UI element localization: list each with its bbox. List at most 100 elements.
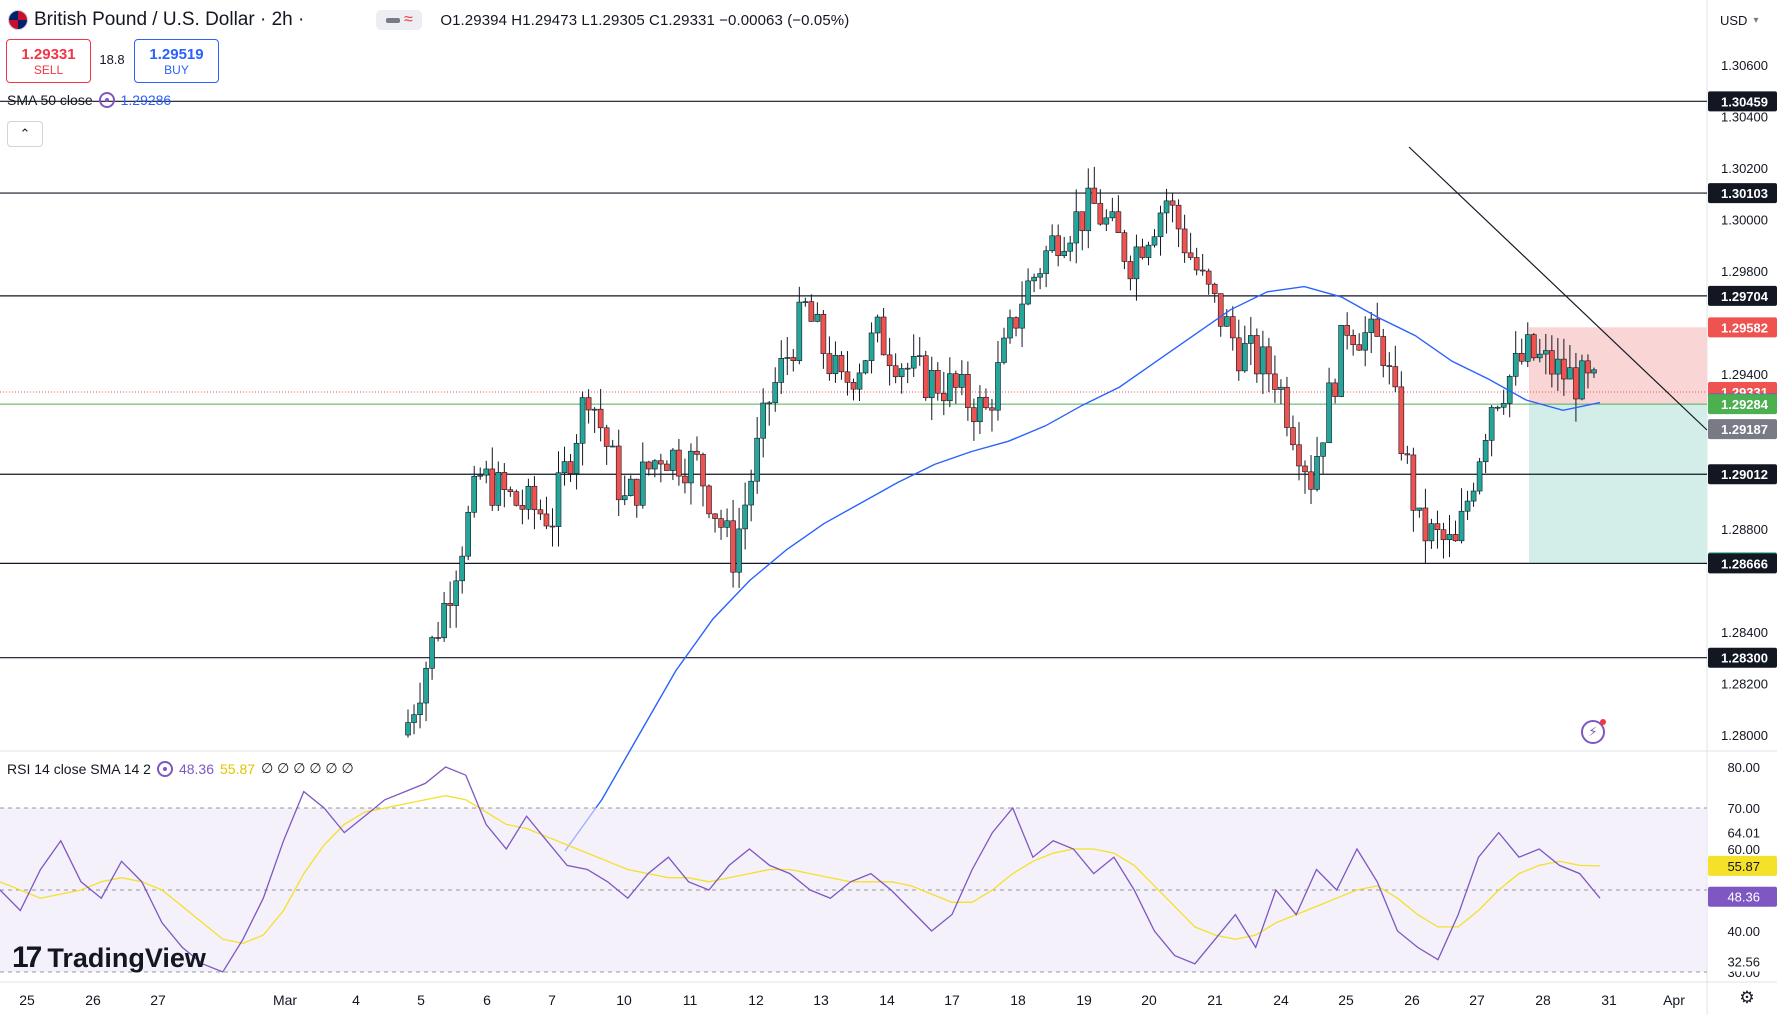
candle-down	[447, 603, 453, 606]
candle-down	[718, 518, 724, 528]
candle-up	[1416, 507, 1423, 511]
candle-down	[435, 637, 441, 639]
candle-up	[1320, 442, 1326, 457]
candle-up	[1061, 250, 1068, 256]
candle-up	[429, 637, 435, 669]
rsi-sma-line	[0, 795, 1601, 944]
collapse-legend-button[interactable]: ⌃	[7, 121, 43, 147]
candle-down	[1344, 325, 1350, 336]
time-tick-label: 31	[1601, 992, 1617, 1008]
rsi-legend-value: 48.36	[178, 760, 215, 777]
candle-up	[1037, 273, 1043, 278]
tv-mark-icon: 17	[12, 941, 42, 974]
buy-price: 1.29519	[149, 45, 204, 63]
lightning-icon[interactable]: ⚡	[1581, 719, 1606, 744]
candle-down	[1284, 386, 1290, 428]
candle-up	[1109, 211, 1116, 219]
price-label-box	[1708, 464, 1777, 485]
candle-up	[1242, 343, 1248, 372]
candle-down	[1561, 358, 1567, 380]
candle-down	[838, 355, 845, 373]
data-window-icon[interactable]	[98, 92, 115, 108]
candle-up	[910, 355, 917, 369]
candle-down	[850, 382, 857, 390]
candle-up	[471, 475, 478, 513]
time-tick-label: Apr	[1663, 992, 1685, 1008]
candle-down	[989, 407, 995, 411]
reward-zone	[1529, 404, 1707, 563]
sell-button[interactable]: 1.29331 SELL	[6, 39, 91, 83]
sma-legend[interactable]: SMA 50 close 1.29286	[7, 92, 171, 108]
time-tick-label: 27	[1469, 992, 1485, 1008]
candle-up	[1368, 318, 1375, 333]
candle-down	[597, 408, 604, 429]
candle-down	[1097, 203, 1104, 225]
market-status-pill[interactable]: ≈	[376, 10, 423, 30]
candle-down	[1272, 373, 1278, 390]
time-tick-label: 10	[616, 992, 632, 1008]
candle-down	[1254, 335, 1260, 375]
candle-up	[736, 528, 742, 573]
candle-up	[1428, 523, 1435, 542]
time-tick-label: 24	[1273, 992, 1289, 1008]
time-tick-label: 4	[352, 992, 360, 1008]
candle-up	[1512, 352, 1519, 377]
currency-selector[interactable]: USD ▾	[1716, 8, 1770, 32]
candle-down	[971, 407, 977, 423]
gear-icon[interactable]: ⚙	[1739, 988, 1755, 1007]
rsi-legend[interactable]: RSI 14 close SMA 14 2 48.36 55.87 ∅ ∅ ∅ …	[7, 760, 354, 777]
symbol-header: British Pound / U.S. Dollar · 2h · ≈ O1.…	[8, 8, 849, 32]
candle-up	[1007, 317, 1013, 339]
buy-button[interactable]: 1.29519 BUY	[134, 39, 219, 83]
candle-down	[646, 461, 652, 470]
candle-down	[1127, 261, 1134, 280]
candle-up	[525, 485, 532, 510]
candle-up	[1049, 235, 1055, 252]
chevron-down-icon: ▾	[1753, 14, 1759, 26]
candle-down	[1079, 211, 1086, 232]
candle-up	[928, 369, 935, 399]
candle-down	[1193, 257, 1200, 271]
candle-down	[1356, 344, 1362, 351]
rsi-value-label-rsi: 48.36	[1727, 890, 1760, 905]
candle-down	[886, 354, 893, 367]
candle-down	[1380, 336, 1387, 366]
candle-up	[483, 468, 490, 476]
symbol-title[interactable]: British Pound / U.S. Dollar · 2h ·	[34, 9, 305, 30]
time-tick-label: 5	[417, 992, 425, 1008]
candle-down	[700, 454, 706, 487]
rsi-data-window-icon[interactable]	[156, 760, 173, 777]
candle-down	[1181, 228, 1188, 254]
candle-up	[1555, 358, 1561, 375]
candle-down	[1440, 529, 1447, 541]
candle-down	[519, 505, 526, 510]
candle-up	[465, 511, 472, 557]
buy-label: BUY	[164, 62, 189, 77]
time-tick-label: 21	[1207, 992, 1223, 1008]
candle-up	[652, 460, 658, 470]
candle-up	[1001, 337, 1007, 363]
time-tick-label: 28	[1535, 992, 1551, 1008]
rsi-band-background	[0, 808, 1707, 972]
candle-up	[495, 472, 502, 506]
candle-down	[1169, 200, 1176, 206]
price-label-box	[1708, 317, 1777, 338]
candle-up	[1103, 217, 1110, 225]
candle-up	[670, 449, 676, 471]
candle-down	[1518, 352, 1525, 362]
candle-down	[537, 509, 544, 515]
candle-down	[1350, 335, 1356, 345]
candle-up	[868, 332, 875, 361]
rsi-label-box	[1708, 822, 1777, 843]
rsi-tick-label: 60.00	[1727, 842, 1760, 857]
candle-up	[561, 461, 568, 474]
time-tick-label: 19	[1076, 992, 1092, 1008]
price-label-box	[1708, 394, 1777, 415]
price-label-entry: 1.29284	[1721, 397, 1769, 412]
currency-label: USD	[1720, 12, 1748, 28]
price-label-gray: 1.29187	[1721, 422, 1768, 437]
candle-down	[983, 397, 989, 409]
candle-down	[664, 463, 670, 471]
price-tick-label: 1.29400	[1721, 367, 1768, 382]
